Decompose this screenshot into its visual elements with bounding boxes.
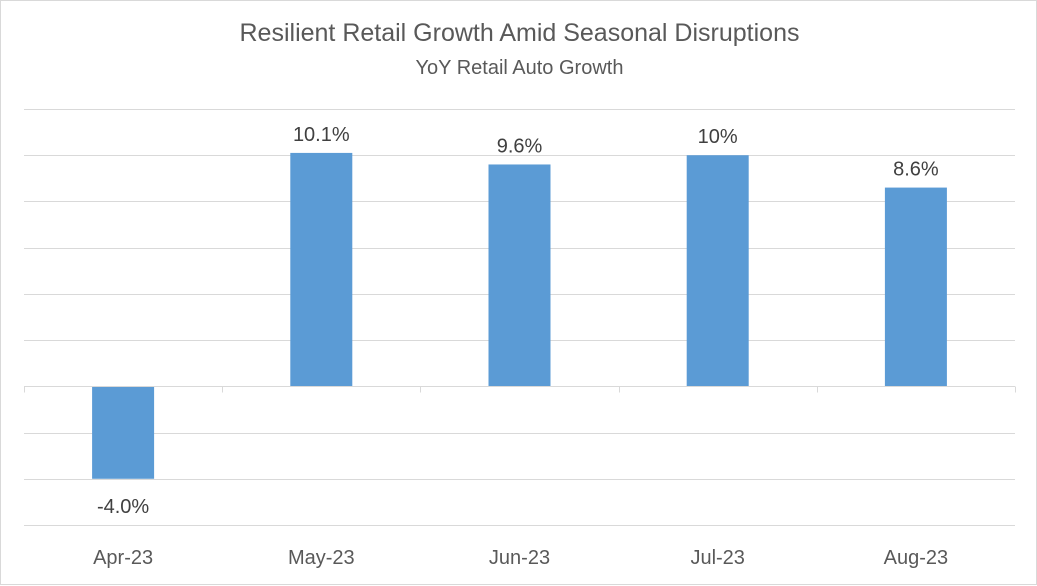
chart-title: Resilient Retail Growth Amid Seasonal Di… (239, 19, 800, 47)
chart-subtitle: YoY Retail Auto Growth (415, 57, 624, 79)
data-label: 9.6% (497, 135, 543, 157)
bar-jul-23 (686, 155, 749, 387)
data-label: 10.1% (293, 124, 350, 146)
x-tick-label: May-23 (288, 547, 355, 569)
bar-may-23 (290, 152, 353, 387)
data-label: 8.6% (893, 159, 939, 181)
x-tick-label: Apr-23 (93, 547, 153, 569)
x-tick-label: Jun-23 (489, 547, 550, 569)
data-label: 10% (698, 126, 738, 148)
x-tick-label: Jul-23 (690, 547, 744, 569)
data-label: -4.0% (97, 496, 149, 518)
x-tick-label: Aug-23 (884, 547, 949, 569)
bar-apr-23 (92, 386, 155, 479)
bar-aug-23 (884, 187, 947, 387)
bar-jun-23 (488, 164, 551, 387)
